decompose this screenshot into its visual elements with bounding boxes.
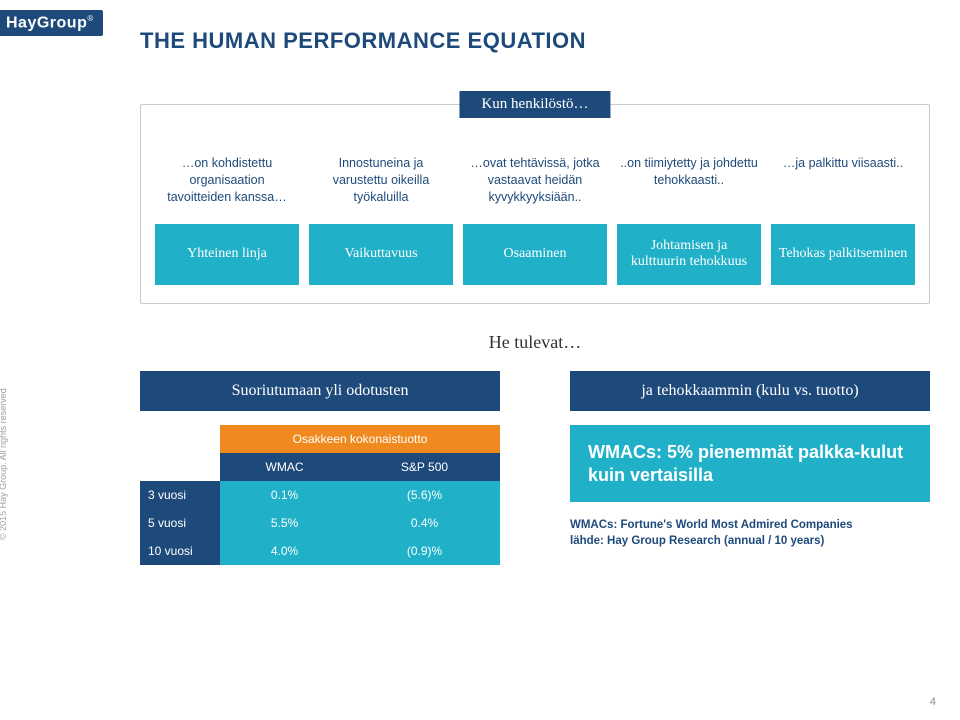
flow-pill: Vaikuttavuus	[309, 224, 453, 286]
table-col-header: S&P 500	[349, 453, 500, 481]
right-label: ja tehokkaammin (kulu vs. tuotto)	[570, 371, 930, 411]
table-title-band: Osakkeen kokonaistuotto	[220, 425, 500, 453]
table-row: 10 vuosi 4.0% (0.9)%	[140, 537, 500, 565]
cell: (0.9)%	[349, 537, 500, 565]
table-row: 3 vuosi 0.1% (5.6)%	[140, 481, 500, 509]
row-label: 5 vuosi	[140, 509, 220, 537]
flow-top-row: …on kohdistettu organisaation tavoitteid…	[155, 155, 915, 206]
table-corner	[140, 453, 220, 481]
page-title: THE HUMAN PERFORMANCE EQUATION	[140, 28, 930, 54]
bottom-columns: Suoriutumaan yli odotusten Osakkeen koko…	[140, 371, 930, 565]
left-column: Suoriutumaan yli odotusten Osakkeen koko…	[140, 371, 500, 565]
table-corner	[140, 425, 220, 453]
cell: 5.5%	[220, 509, 349, 537]
flow-top-cell: …ovat tehtävissä, jotka vastaavat heidän…	[463, 155, 607, 206]
row-label: 3 vuosi	[140, 481, 220, 509]
flow-top-cell: ..on tiimiytetty ja johdettu tehokkaasti…	[617, 155, 761, 206]
footnote-line: lähde: Hay Group Research (annual / 10 y…	[570, 534, 930, 550]
footnote-line: WMACs: Fortune's World Most Admired Comp…	[570, 518, 930, 534]
flow-pill: Tehokas palkitseminen	[771, 224, 915, 286]
flow-title: Kun henkilöstö…	[459, 91, 610, 118]
content-area: THE HUMAN PERFORMANCE EQUATION Kun henki…	[140, 28, 930, 700]
flow-pill: Osaaminen	[463, 224, 607, 286]
cell: 4.0%	[220, 537, 349, 565]
left-label: Suoriutumaan yli odotusten	[140, 371, 500, 411]
flow-container: Kun henkilöstö… …on kohdistettu organisa…	[140, 104, 930, 304]
returns-table: Osakkeen kokonaistuotto WMAC S&P 500 3 v…	[140, 425, 500, 565]
flow-top-cell: …ja palkittu viisaasti..	[771, 155, 915, 206]
right-column: ja tehokkaammin (kulu vs. tuotto) WMACs:…	[570, 371, 930, 549]
midline-text: He tulevat…	[140, 332, 930, 353]
slide: HayGroup® © 2015 Hay Group. All rights r…	[0, 0, 960, 720]
brand-logo: HayGroup®	[0, 10, 103, 36]
flow-pill-row: Yhteinen linja Vaikuttavuus Osaaminen Jo…	[155, 224, 915, 286]
returns-table-wrap: Osakkeen kokonaistuotto WMAC S&P 500 3 v…	[140, 425, 500, 565]
cell: 0.4%	[349, 509, 500, 537]
flow-pill: Yhteinen linja	[155, 224, 299, 286]
row-label: 10 vuosi	[140, 537, 220, 565]
copyright-text: © 2015 Hay Group. All rights reserved	[0, 388, 8, 540]
brand-name: HayGroup	[6, 14, 87, 31]
highlight-box: WMACs: 5% pienemmät palkka-kulut kuin ve…	[570, 425, 930, 502]
page-number: 4	[930, 696, 936, 708]
cell: (5.6)%	[349, 481, 500, 509]
cell: 0.1%	[220, 481, 349, 509]
footnote: WMACs: Fortune's World Most Admired Comp…	[570, 518, 930, 549]
flow-pill: Johtamisen ja kulttuurin tehokkuus	[617, 224, 761, 286]
flow-top-cell: Innostuneina ja varustettu oikeilla työk…	[309, 155, 453, 206]
flow-top-cell: …on kohdistettu organisaation tavoitteid…	[155, 155, 299, 206]
table-col-header: WMAC	[220, 453, 349, 481]
table-row: 5 vuosi 5.5% 0.4%	[140, 509, 500, 537]
brand-reg: ®	[87, 14, 93, 23]
